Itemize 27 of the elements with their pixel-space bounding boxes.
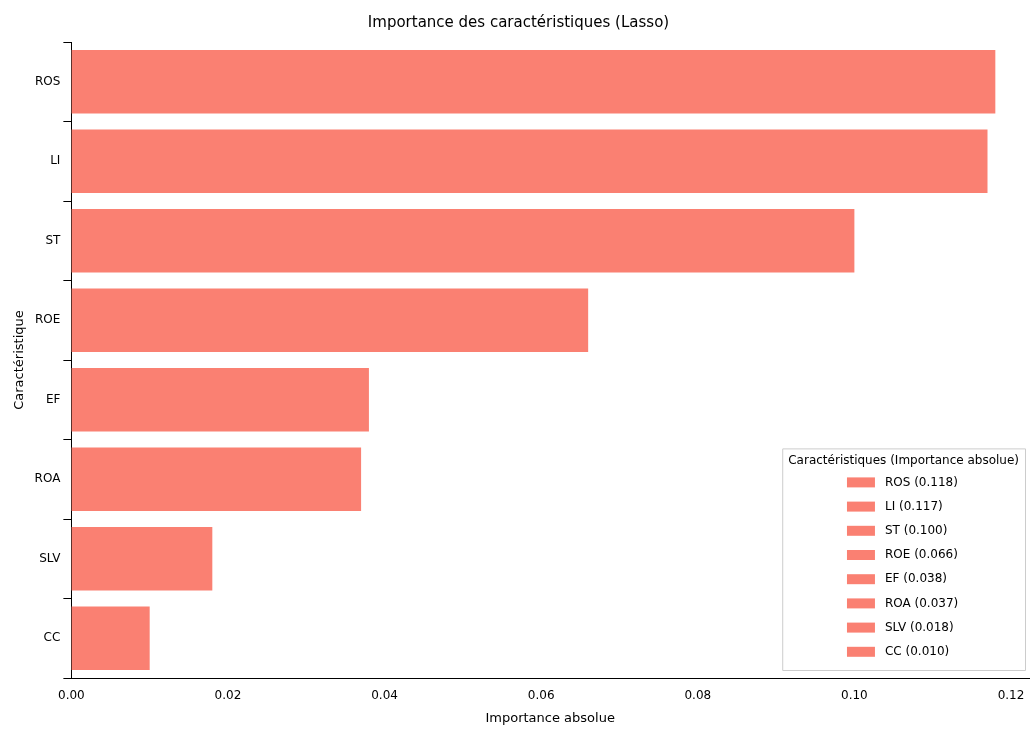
- y-tick-label: ST: [45, 232, 62, 247]
- legend-label: CC (0.010): [884, 643, 950, 658]
- legend-label: ROE (0.066): [884, 547, 958, 562]
- y-tick-label: SLV: [39, 550, 62, 565]
- x-axis-title: Importance absolue: [485, 709, 615, 725]
- legend-label: ST (0.100): [884, 522, 948, 537]
- y-tick-label: ROE: [35, 312, 61, 327]
- y-tick-label: CC: [43, 630, 61, 645]
- legend-label: ROA (0.037): [884, 595, 959, 610]
- legend-label: LI (0.117): [884, 498, 943, 513]
- x-tick-label: 0.08: [684, 688, 712, 703]
- x-tick-label: 0.12: [997, 688, 1025, 703]
- y-axis-title: Caractéristique: [11, 310, 27, 410]
- legend-label: ROS (0.118): [884, 474, 958, 489]
- x-tick-label: 0.04: [371, 688, 398, 703]
- x-tick-label: 0.10: [841, 688, 868, 703]
- legend-label: EF (0.038): [884, 571, 947, 586]
- x-tick-label: 0.02: [214, 688, 242, 703]
- y-tick-label: EF: [45, 391, 61, 406]
- y-tick-label: ROA: [34, 471, 62, 486]
- x-tick-label: 0.00: [58, 688, 85, 703]
- y-tick-label: LI: [50, 153, 61, 168]
- legend-title: Caractéristiques (Importance absolue): [788, 452, 1019, 467]
- y-tick-label: ROS: [34, 73, 61, 88]
- legend-label: SLV (0.018): [884, 619, 954, 634]
- chart-title: Importance des caractéristiques (Lasso): [367, 12, 670, 31]
- x-tick-label: 0.06: [527, 688, 555, 703]
